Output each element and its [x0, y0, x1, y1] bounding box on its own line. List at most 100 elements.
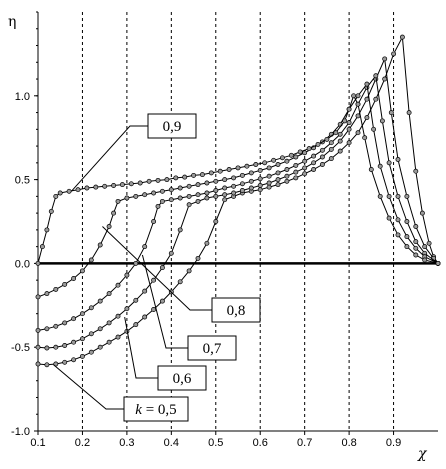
data-point	[257, 183, 263, 188]
y-tick-label: 0.0	[15, 258, 30, 270]
data-point	[262, 160, 268, 166]
data-point	[257, 176, 263, 182]
data-point	[391, 51, 397, 57]
data-point	[213, 188, 219, 193]
data-point	[231, 175, 237, 181]
grid	[34, 11, 395, 435]
data-point	[395, 157, 401, 162]
data-point	[413, 224, 419, 229]
y-tick-label: -0.5	[11, 342, 30, 354]
series-label-text: 0,7	[203, 341, 222, 357]
data-point	[266, 165, 272, 171]
data-point	[302, 150, 308, 156]
data-point	[328, 146, 334, 152]
data-point	[155, 203, 161, 209]
leader-line	[124, 316, 158, 379]
data-point	[177, 279, 183, 285]
data-point	[124, 272, 130, 278]
data-point	[44, 227, 50, 233]
data-point	[351, 93, 357, 99]
x-tick-label: 0.9	[386, 437, 401, 449]
label-box	[147, 113, 197, 139]
data-point	[311, 167, 317, 172]
data-point	[62, 281, 68, 287]
data-point	[44, 291, 50, 297]
data-point	[133, 193, 139, 199]
data-point	[186, 202, 192, 208]
series-label-3: 0,8	[102, 226, 261, 323]
data-point	[379, 118, 385, 124]
series-label-value: = 0,5	[142, 402, 177, 418]
series-label-text: 0,8	[227, 303, 246, 319]
data-point	[124, 195, 130, 201]
x-tick-label: 0.1	[30, 437, 45, 449]
data-point	[222, 185, 228, 191]
data-point	[111, 183, 117, 188]
data-point	[35, 260, 41, 266]
data-point	[44, 345, 50, 351]
data-point	[293, 162, 299, 168]
data-point	[311, 153, 317, 159]
data-point	[79, 336, 85, 342]
data-point	[177, 227, 183, 233]
series-2	[35, 73, 441, 333]
data-point	[62, 320, 68, 326]
plot-frame	[37, 12, 438, 432]
data-point	[253, 162, 259, 167]
data-point	[248, 178, 254, 184]
data-point	[284, 158, 290, 164]
leader-line	[141, 254, 188, 349]
data-point	[362, 135, 368, 141]
data-point	[297, 149, 303, 155]
data-point	[382, 76, 388, 82]
data-point	[319, 154, 325, 160]
data-point	[115, 334, 121, 340]
data-point	[102, 183, 108, 189]
data-point	[204, 180, 210, 186]
data-point	[373, 73, 379, 79]
data-point	[35, 294, 41, 300]
data-point	[53, 193, 59, 199]
data-point	[208, 170, 214, 176]
data-point	[315, 141, 321, 147]
data-point	[35, 344, 41, 350]
data-point	[177, 195, 183, 201]
data-point	[115, 313, 121, 319]
data-point	[44, 362, 50, 368]
data-point	[106, 339, 112, 345]
data-point	[231, 183, 237, 189]
data-point	[346, 126, 352, 132]
data-point	[271, 157, 277, 163]
data-point	[57, 190, 63, 196]
data-point	[199, 172, 205, 178]
leader-line	[70, 125, 148, 192]
x-tick-label: 0.6	[253, 437, 268, 449]
data-point	[142, 288, 148, 294]
y-tick-label: 1.0	[15, 91, 30, 103]
data-point	[182, 174, 188, 180]
data-point	[151, 190, 157, 196]
data-point	[168, 197, 174, 203]
data-point	[248, 185, 254, 191]
data-point	[93, 184, 99, 190]
data-point	[53, 323, 59, 329]
data-point	[355, 101, 361, 107]
data-point	[168, 187, 174, 193]
data-point	[266, 180, 272, 186]
data-point	[373, 96, 379, 102]
series-4	[35, 93, 441, 266]
data-point	[333, 130, 339, 136]
data-point	[244, 163, 250, 169]
data-point	[133, 297, 139, 303]
data-point	[53, 344, 59, 350]
data-point	[239, 172, 245, 178]
data-point	[88, 305, 94, 311]
data-point	[377, 163, 383, 169]
x-tick-label: 0.4	[164, 437, 179, 449]
series-line	[37, 74, 439, 331]
data-point	[97, 298, 103, 304]
data-point	[388, 110, 394, 116]
data-point	[142, 314, 148, 320]
data-point	[213, 178, 219, 184]
series-label-text: 0,9	[163, 119, 182, 135]
